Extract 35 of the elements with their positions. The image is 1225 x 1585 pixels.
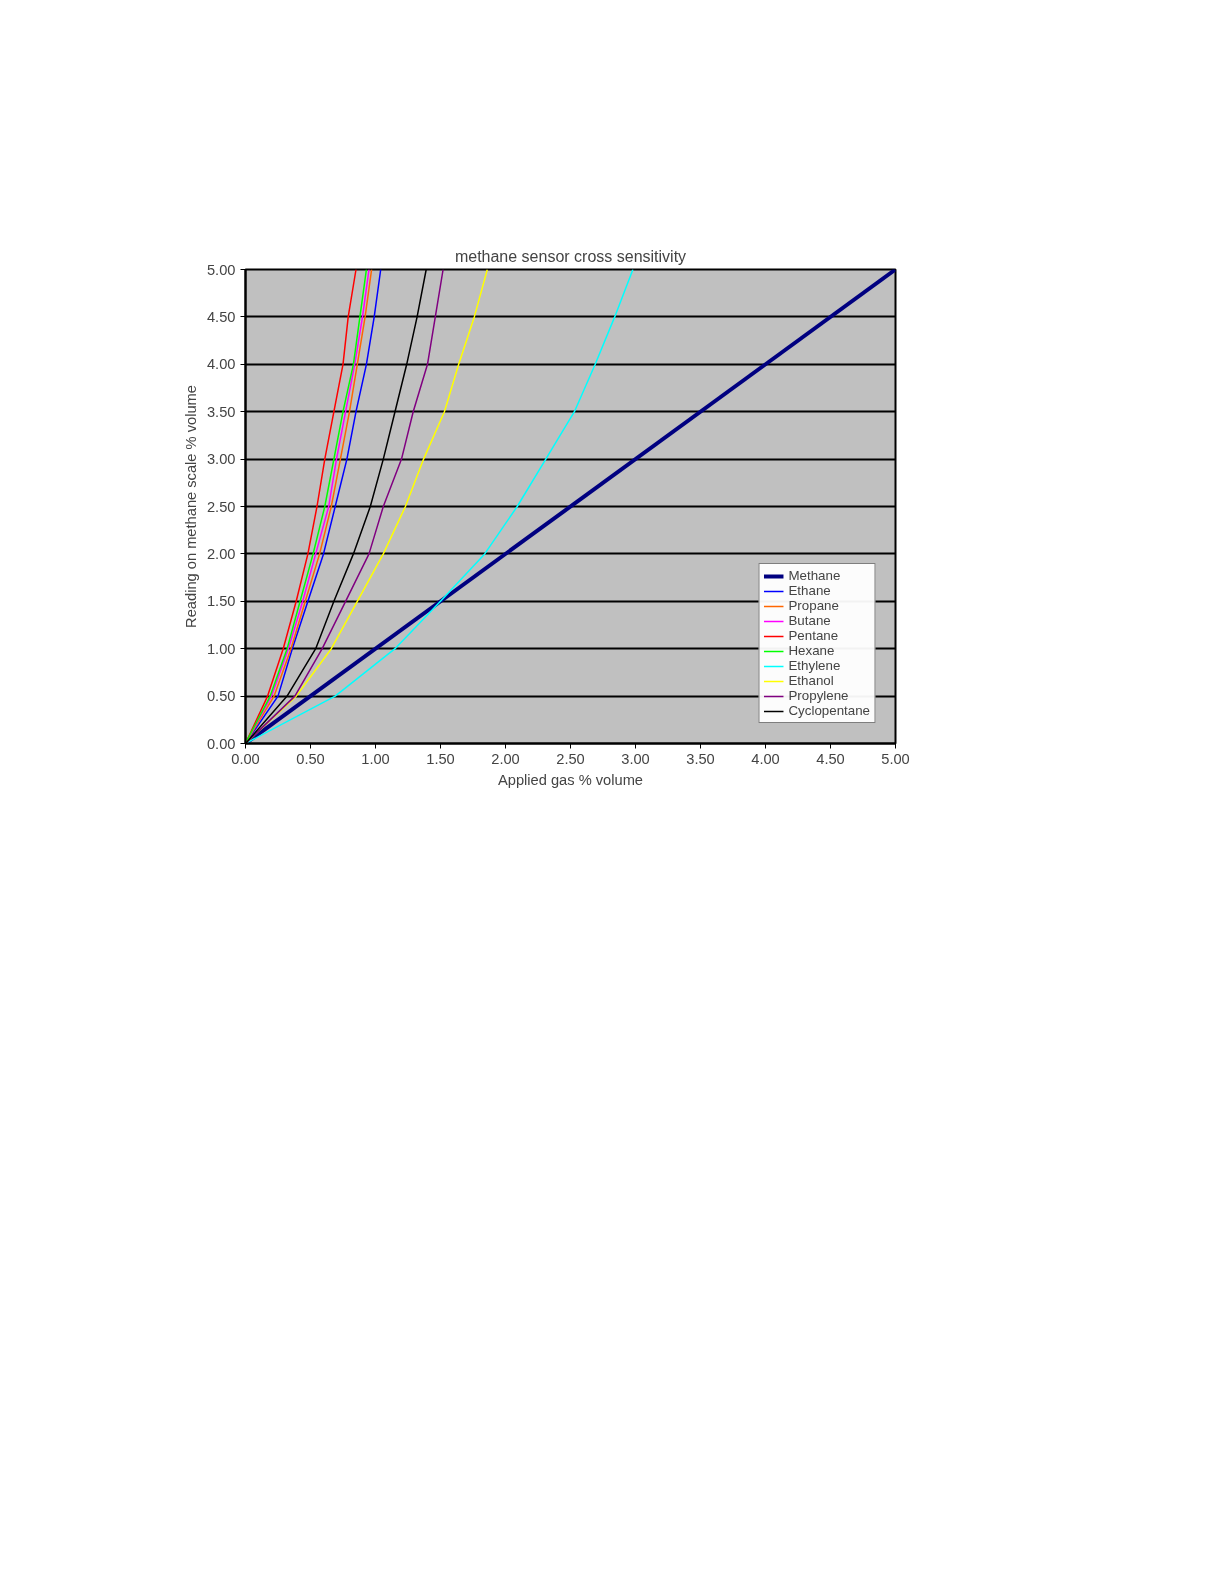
y-tick-label: 5.00 bbox=[206, 261, 236, 278]
y-tick-label: 3.00 bbox=[206, 451, 236, 468]
legend-label: Hexane bbox=[788, 643, 835, 658]
y-tick-label: 0.00 bbox=[206, 735, 236, 752]
legend-label: Ethylene bbox=[788, 658, 841, 673]
legend-label: Propylene bbox=[788, 688, 849, 703]
legend-label: Cyclopentane bbox=[788, 703, 870, 718]
y-tick-label: 1.00 bbox=[206, 640, 236, 657]
y-tick-label: 4.00 bbox=[206, 356, 236, 373]
x-tick-label: 0.50 bbox=[296, 750, 325, 767]
legend-label: Methane bbox=[788, 568, 841, 583]
x-tick-label: 0.00 bbox=[231, 750, 260, 767]
legend-label: Propane bbox=[788, 598, 839, 613]
y-tick-label: 1.50 bbox=[206, 593, 236, 610]
legend-label: Ethane bbox=[788, 583, 831, 598]
x-tick-label: 2.50 bbox=[556, 750, 585, 767]
legend-label: Ethanol bbox=[788, 673, 834, 688]
x-tick-label: 4.50 bbox=[816, 750, 845, 767]
y-tick-label: 2.50 bbox=[206, 498, 236, 515]
x-axis-title: Applied gas % volume bbox=[497, 771, 644, 788]
x-tick-label: 1.50 bbox=[426, 750, 455, 767]
chart-title: methane sensor cross sensitivity bbox=[454, 247, 687, 265]
legend-label: Pentane bbox=[788, 628, 839, 643]
x-tick-label: 1.00 bbox=[361, 750, 390, 767]
legend-label: Butane bbox=[788, 613, 831, 628]
x-tick-label: 2.00 bbox=[491, 750, 520, 767]
x-tick-label: 4.00 bbox=[751, 750, 780, 767]
y-tick-label: 4.50 bbox=[206, 308, 236, 325]
y-tick-label: 0.50 bbox=[206, 688, 236, 705]
x-tick-label: 3.50 bbox=[686, 750, 715, 767]
y-tick-label: 2.00 bbox=[206, 545, 236, 562]
y-tick-label: 3.50 bbox=[206, 403, 236, 420]
x-tick-label: 3.00 bbox=[621, 750, 650, 767]
y-axis-title: Reading on methane scale % volume bbox=[182, 385, 199, 628]
x-tick-label: 5.00 bbox=[881, 750, 910, 767]
